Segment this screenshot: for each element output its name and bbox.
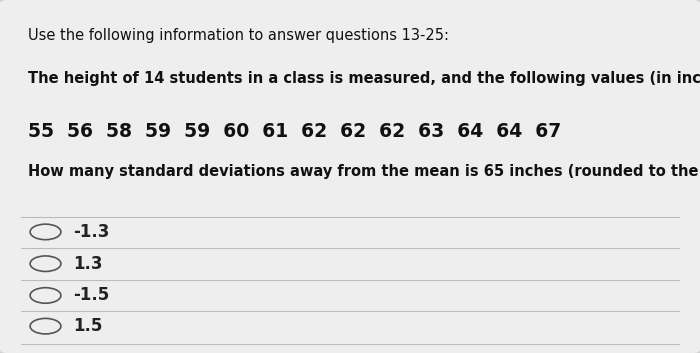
Text: How many standard deviations away from the mean is 65 inches (rounded to the nea: How many standard deviations away from t…	[28, 164, 700, 179]
Text: -1.3: -1.3	[74, 223, 110, 241]
Text: The height of 14 students in a class is measured, and the following values (in i: The height of 14 students in a class is …	[28, 71, 700, 85]
Text: 55  56  58  59  59  60  61  62  62  62  63  64  64  67: 55 56 58 59 59 60 61 62 62 62 63 64 64 6…	[28, 122, 561, 141]
Text: 1.5: 1.5	[74, 317, 103, 335]
Text: -1.5: -1.5	[74, 287, 110, 304]
Text: 1.3: 1.3	[74, 255, 103, 273]
Text: Use the following information to answer questions 13-25:: Use the following information to answer …	[28, 28, 449, 43]
